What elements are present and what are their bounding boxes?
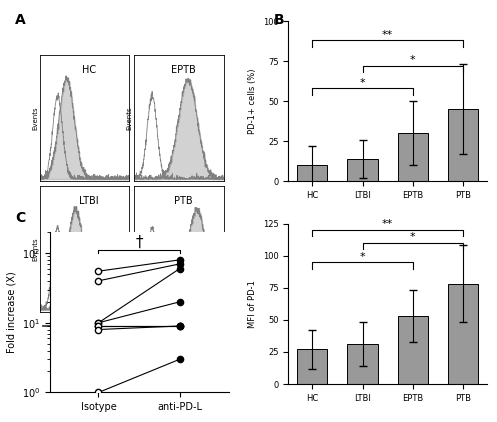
Text: EPTB: EPTB	[171, 65, 196, 75]
Bar	[347, 159, 378, 181]
Bar	[398, 316, 428, 384]
Text: LTBI: LTBI	[79, 196, 99, 206]
Text: *: *	[360, 252, 365, 262]
Text: *: *	[410, 232, 415, 242]
Y-axis label: Events: Events	[127, 237, 133, 261]
Text: HC: HC	[82, 65, 96, 75]
Bar	[297, 165, 328, 181]
Y-axis label: Fold increase (X): Fold increase (X)	[6, 271, 16, 353]
Text: **: **	[382, 30, 393, 40]
Text: *: *	[360, 78, 365, 88]
Text: †: †	[135, 235, 143, 249]
Y-axis label: Events: Events	[32, 106, 38, 130]
Text: B: B	[273, 13, 284, 27]
Text: C: C	[15, 211, 25, 225]
Text: *: *	[410, 55, 415, 65]
Bar	[297, 349, 328, 384]
Bar	[347, 344, 378, 384]
Text: A: A	[15, 13, 26, 27]
Bar	[448, 109, 478, 181]
Text: PD-1: PD-1	[105, 334, 129, 344]
Y-axis label: Events: Events	[127, 106, 133, 130]
Y-axis label: PD-1+ cells (%): PD-1+ cells (%)	[248, 68, 257, 134]
Bar	[398, 133, 428, 181]
Text: **: **	[382, 219, 393, 230]
Y-axis label: MFI of PD-1: MFI of PD-1	[248, 280, 257, 328]
Bar	[448, 284, 478, 384]
Y-axis label: Events: Events	[32, 237, 38, 261]
Text: PTB: PTB	[174, 196, 193, 206]
